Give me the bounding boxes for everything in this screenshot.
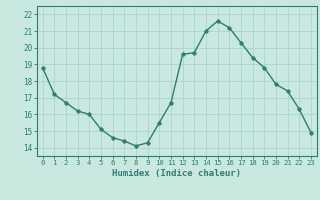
X-axis label: Humidex (Indice chaleur): Humidex (Indice chaleur) (112, 169, 241, 178)
